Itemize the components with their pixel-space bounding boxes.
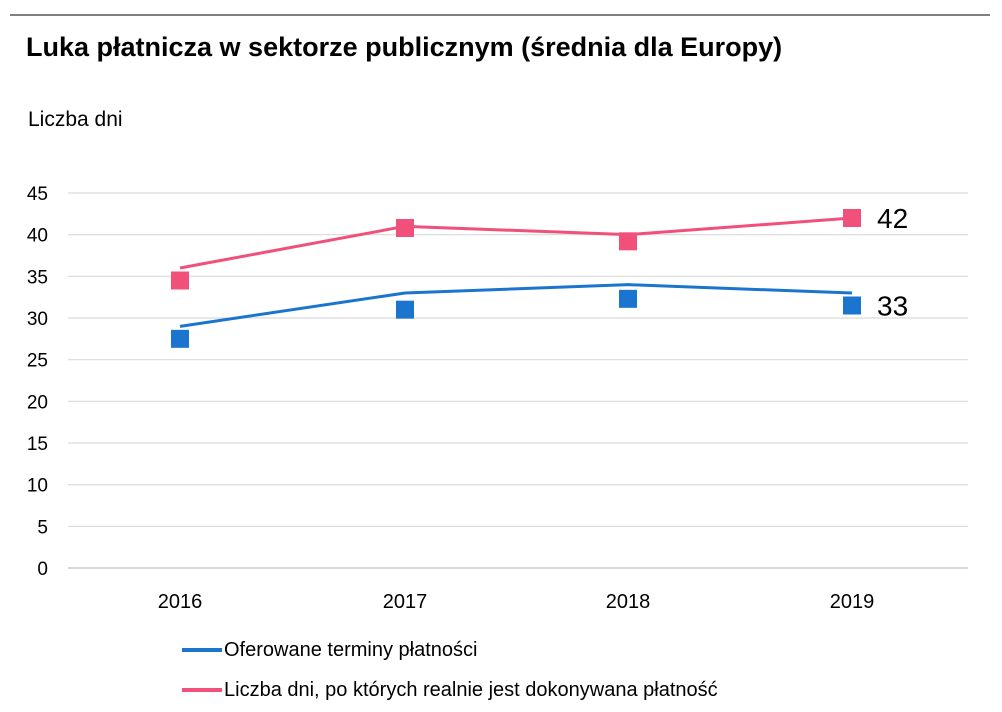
y-tick-label: 35: [27, 267, 48, 288]
x-tick-label: 2016: [158, 591, 203, 613]
data-marker: [171, 329, 189, 348]
y-tick-label: 20: [27, 392, 48, 413]
data-marker: [171, 271, 189, 290]
data-marker: [396, 219, 414, 237]
legend-swatch-pink: [182, 688, 222, 692]
y-tick-label: 30: [27, 309, 48, 330]
x-tick-label: 2017: [383, 591, 428, 613]
y-tick-label: 15: [27, 434, 48, 455]
data-marker: [619, 232, 637, 251]
top-rule: [10, 14, 990, 16]
legend-swatch-blue: [182, 648, 222, 652]
y-tick-label: 25: [27, 351, 48, 372]
series-line-2: [179, 216, 853, 270]
x-tick-label: 2019: [830, 591, 875, 613]
data-marker: [843, 296, 861, 315]
data-marker: [619, 289, 637, 308]
data-marker: [396, 300, 414, 319]
data-marker: [843, 209, 861, 227]
y-tick-label: 10: [27, 476, 48, 497]
x-tick-label: 2018: [606, 591, 651, 613]
end-data-label: 42: [877, 203, 908, 234]
series-line-1: [179, 283, 853, 328]
legend-label-offered-terms: Oferowane terminy płatności: [224, 638, 478, 661]
legend: Oferowane terminy płatności Liczba dni, …: [182, 630, 718, 710]
y-tick-label: 0: [37, 559, 48, 580]
legend-item-offered-terms: Oferowane terminy płatności: [182, 630, 718, 670]
end-data-label: 33: [877, 291, 908, 322]
y-tick-label: 45: [27, 184, 48, 205]
y-tick-label: 5: [37, 517, 48, 538]
y-tick-label: 40: [27, 226, 48, 247]
legend-label-actual-days: Liczba dni, po których realnie jest doko…: [224, 678, 718, 701]
y-axis-label: Liczba dni: [28, 108, 123, 131]
chart-title: Luka płatnicza w sektorze publicznym (śr…: [26, 32, 783, 62]
legend-item-actual-days: Liczba dni, po których realnie jest doko…: [182, 670, 718, 710]
